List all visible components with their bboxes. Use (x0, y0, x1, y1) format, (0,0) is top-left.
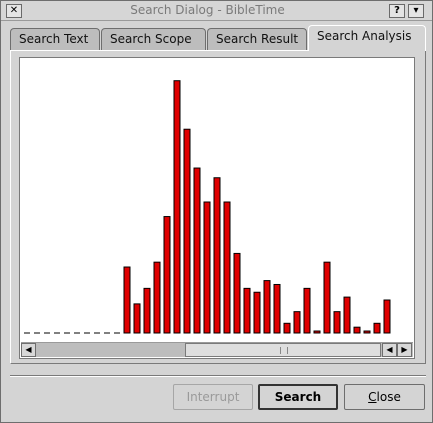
chart-bar-31[interactable] (333, 311, 341, 334)
scroll-left-end-icon[interactable]: ◀ (382, 343, 397, 357)
chart-bar-14[interactable] (163, 216, 171, 334)
window-menu-icon[interactable]: ▾ (408, 4, 424, 18)
window-title: Search Dialog - BibleTime (130, 3, 285, 17)
chart-bar-32[interactable] (343, 296, 351, 334)
title-bar: ✕ Search Dialog - BibleTime ? ▾ (1, 1, 432, 21)
chart-bar-19[interactable] (213, 177, 221, 334)
scroll-grip (280, 347, 288, 354)
tab-search-analysis[interactable]: Search Analysis (308, 25, 426, 51)
chart-bar-13[interactable] (153, 261, 161, 334)
chart-bar-29[interactable] (313, 330, 321, 334)
separator (10, 375, 426, 377)
chart-bar-25[interactable] (273, 283, 281, 334)
horizontal-scrollbar[interactable]: ◀ ◀ ▶ (21, 342, 413, 357)
help-icon[interactable]: ? (389, 4, 405, 18)
close-mnemonic: C (368, 390, 377, 404)
chart-bar-34[interactable] (363, 330, 371, 334)
analysis-bar-chart (24, 80, 391, 334)
chart-bar-33[interactable] (353, 326, 361, 334)
close-button[interactable]: Close (344, 384, 425, 410)
close-label-rest: lose (376, 390, 401, 404)
search-button[interactable]: Search (258, 384, 338, 410)
scroll-thumb[interactable] (185, 343, 381, 357)
chart-bar-21[interactable] (233, 252, 241, 334)
tab-bar: Search Text Search Scope Search Result S… (10, 25, 426, 51)
chart-bar-11[interactable] (133, 303, 141, 334)
tab-search-scope[interactable]: Search Scope (101, 28, 206, 50)
interrupt-button[interactable]: Interrupt (173, 384, 253, 410)
close-window-icon[interactable]: ✕ (6, 4, 22, 18)
chart-bar-24[interactable] (263, 280, 271, 334)
scroll-right-icon[interactable]: ▶ (397, 343, 412, 357)
analysis-chart-area: ◀ ◀ ▶ (19, 57, 415, 359)
chart-bar-15[interactable] (173, 80, 181, 334)
chart-bar-26[interactable] (283, 322, 291, 334)
chart-bar-18[interactable] (203, 201, 211, 334)
chart-bar-30[interactable] (323, 261, 331, 334)
chart-bar-16[interactable] (183, 128, 191, 334)
chart-bar-27[interactable] (293, 311, 301, 334)
chart-bar-17[interactable] (193, 167, 201, 334)
chart-bar-28[interactable] (303, 287, 311, 334)
chart-bar-36[interactable] (383, 299, 391, 334)
chart-bar-20[interactable] (223, 201, 231, 334)
chart-bar-10[interactable] (123, 266, 131, 334)
tab-search-result[interactable]: Search Result (207, 28, 307, 50)
chart-bar-35[interactable] (373, 322, 381, 334)
chart-bar-12[interactable] (143, 287, 151, 334)
scroll-left-icon[interactable]: ◀ (21, 343, 36, 357)
chart-bar-22[interactable] (243, 287, 251, 334)
tab-search-text[interactable]: Search Text (10, 28, 100, 50)
chart-bar-23[interactable] (253, 291, 261, 334)
